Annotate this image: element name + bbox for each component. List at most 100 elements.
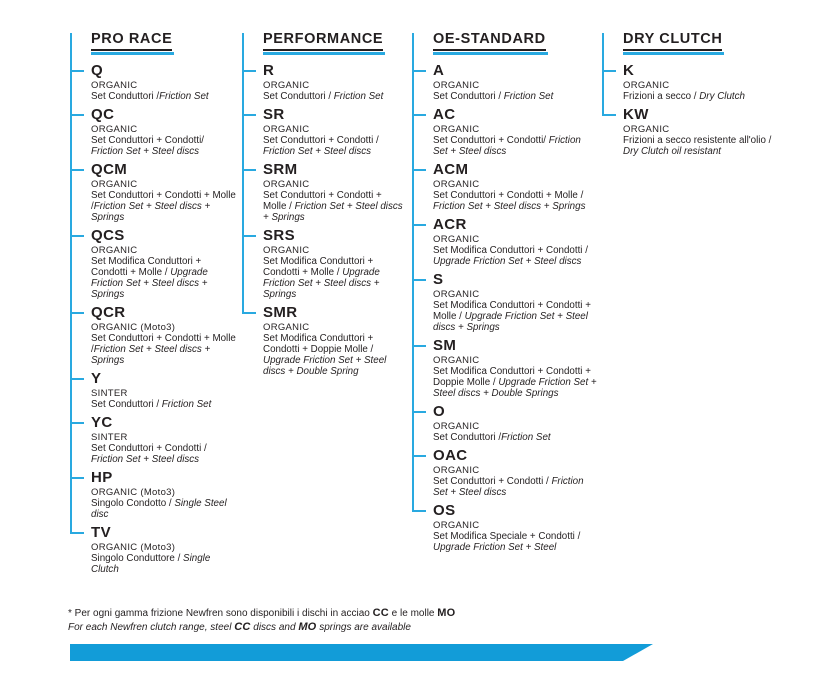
description-italian: Set Modifica Conduttori + Condotti + Mol… xyxy=(263,256,374,278)
item-tick-mark xyxy=(70,114,84,116)
product-code: S xyxy=(433,271,444,288)
description-english: Upgrade Friction Set + Steel discs xyxy=(433,256,582,267)
product-code: Y xyxy=(91,370,102,387)
item-tick-mark xyxy=(70,70,84,72)
product-item: O ORGANIC Set Conduttori /Friction Set xyxy=(412,403,598,443)
product-description: Set Conduttori /Friction Set xyxy=(91,91,238,102)
product-material: ORGANIC xyxy=(91,245,138,256)
product-code: A xyxy=(433,62,445,79)
product-code: SR xyxy=(263,106,285,123)
product-item: Q ORGANIC Set Conduttori /Friction Set xyxy=(70,62,238,102)
product-description: Set Conduttori / Friction Set xyxy=(263,91,406,102)
item-tick-mark xyxy=(70,378,84,380)
product-material: ORGANIC xyxy=(263,179,310,190)
product-description: Set Conduttori + Condotti / Friction Set… xyxy=(263,135,406,157)
product-item: R ORGANIC Set Conduttori / Friction Set xyxy=(242,63,406,102)
item-tick-mark xyxy=(412,70,426,72)
category-title: PRO RACE xyxy=(91,31,175,55)
product-code: QCR xyxy=(91,304,126,321)
product-material: ORGANIC xyxy=(433,124,480,135)
description-english: Friction Set + Steel discs + Springs xyxy=(91,201,211,223)
column-connector-line xyxy=(412,33,414,512)
product-description: Set Modifica Speciale + Condotti / Upgra… xyxy=(433,531,598,553)
product-item: QC ORGANIC Set Conduttori + Condotti/ Fr… xyxy=(70,107,238,157)
description-italian: Frizioni a secco resistente all'olio / xyxy=(623,135,772,146)
product-code: O xyxy=(433,403,446,420)
description-english: Friction Set xyxy=(501,432,551,443)
item-tick-mark xyxy=(242,114,256,116)
product-material: ORGANIC xyxy=(623,80,670,91)
description-italian: Set Conduttori / xyxy=(263,91,334,102)
product-description: Singolo Condotto / Single Steel disc xyxy=(91,498,238,520)
product-item: QCR ORGANIC (Moto3) Set Conduttori + Con… xyxy=(70,304,238,366)
product-code: SRM xyxy=(263,161,298,178)
item-list: R ORGANIC Set Conduttori / Friction Set … xyxy=(242,63,406,377)
product-description: Frizioni a secco / Dry Clutch xyxy=(623,91,778,102)
product-item: SMR ORGANIC Set Modifica Conduttori + Co… xyxy=(242,305,406,377)
description-italian: Set Modifica Conduttori + Condotti + Mol… xyxy=(91,256,202,278)
product-material: ORGANIC xyxy=(433,421,480,432)
description-english: Upgrade Friction Set + Steel discs + Dou… xyxy=(263,355,387,377)
description-english: Single Clutch xyxy=(91,553,211,575)
product-material: ORGANIC xyxy=(263,80,310,91)
item-tick-mark xyxy=(242,169,256,171)
item-list: A ORGANIC Set Conduttori / Friction Set … xyxy=(412,62,598,553)
product-item: S ORGANIC Set Modifica Conduttori + Cond… xyxy=(412,271,598,333)
item-tick-mark xyxy=(70,235,84,237)
product-code: OS xyxy=(433,502,456,519)
product-material: ORGANIC xyxy=(433,80,480,91)
product-description: Set Conduttori + Condotti + Molle /Frict… xyxy=(91,190,238,223)
item-tick-mark xyxy=(242,70,256,72)
product-description: Set Modifica Conduttori + Condotti / Upg… xyxy=(433,245,598,267)
product-code: TV xyxy=(91,524,111,541)
description-italian: Set Conduttori + Condotti / xyxy=(433,476,552,487)
description-english: Upgrade Friction Set + Steel discs + Dou… xyxy=(433,377,597,399)
product-item: SM ORGANIC Set Modifica Conduttori + Con… xyxy=(412,338,598,399)
item-tick-mark xyxy=(602,70,616,72)
product-material: ORGANIC xyxy=(433,179,480,190)
product-material: ORGANIC xyxy=(263,322,310,333)
product-item: SR ORGANIC Set Conduttori + Condotti / F… xyxy=(242,106,406,157)
category-title: OE-STANDARD xyxy=(433,31,548,55)
product-item: K ORGANIC Frizioni a secco / Dry Clutch xyxy=(602,62,778,102)
product-item: SRM ORGANIC Set Conduttori + Condotti + … xyxy=(242,161,406,223)
item-tick-mark xyxy=(70,422,84,424)
column-connector-line xyxy=(602,33,604,116)
product-description: Set Conduttori + Condotti / Friction Set… xyxy=(91,443,238,465)
product-item: ACM ORGANIC Set Conduttori + Condotti + … xyxy=(412,162,598,212)
product-code: Q xyxy=(91,62,104,79)
product-description: Set Modifica Conduttori + Condotti + Mol… xyxy=(91,256,238,300)
description-italian: Set Conduttori + Condotti/ xyxy=(91,135,205,146)
product-material: ORGANIC (Moto3) xyxy=(91,322,176,333)
product-material: ORGANIC xyxy=(91,124,138,135)
item-tick-mark xyxy=(412,279,426,281)
description-english: Friction Set xyxy=(503,91,554,102)
description-italian: Set Modifica Conduttori + Condotti + Mol… xyxy=(433,300,591,322)
description-italian: Set Conduttori + Condotti + Molle / xyxy=(91,190,236,212)
item-tick-mark xyxy=(70,532,84,534)
description-italian: Set Conduttori + Condotti / xyxy=(263,135,379,146)
column-connector-line xyxy=(70,33,72,534)
category-title: PERFORMANCE xyxy=(263,31,386,55)
item-tick-mark xyxy=(412,114,426,116)
description-english: Friction Set xyxy=(161,399,212,410)
description-english: Upgrade Friction Set + Steel discs + Spr… xyxy=(433,311,588,333)
product-item: QCM ORGANIC Set Conduttori + Condotti + … xyxy=(70,162,238,223)
product-code: KW xyxy=(623,106,649,123)
footnote-line-english: For each Newfren clutch range, steel CC … xyxy=(68,620,411,633)
product-item: ACR ORGANIC Set Modifica Conduttori + Co… xyxy=(412,217,598,267)
product-item: YC SINTER Set Conduttori + Condotti / Fr… xyxy=(70,415,238,465)
product-code: K xyxy=(623,62,635,79)
description-italian: Set Conduttori + Condotti/ xyxy=(433,135,549,146)
product-item: TV ORGANIC (Moto3) Singolo Conduttore / … xyxy=(70,524,238,575)
description-italian: Set Conduttori / xyxy=(433,432,502,443)
product-description: Frizioni a secco resistente all'olio / D… xyxy=(623,135,778,157)
product-description: Set Conduttori + Condotti + Molle / Fric… xyxy=(263,190,406,223)
item-list: Q ORGANIC Set Conduttori /Friction Set Q… xyxy=(70,62,238,575)
category-column: OE-STANDARD A ORGANIC Set Conduttori / F… xyxy=(412,30,598,558)
product-material: ORGANIC xyxy=(623,124,670,135)
product-material: ORGANIC xyxy=(433,355,480,366)
item-tick-mark xyxy=(242,235,256,237)
product-code: QCS xyxy=(91,227,125,244)
product-description: Singolo Conduttore / Single Clutch xyxy=(91,553,238,575)
